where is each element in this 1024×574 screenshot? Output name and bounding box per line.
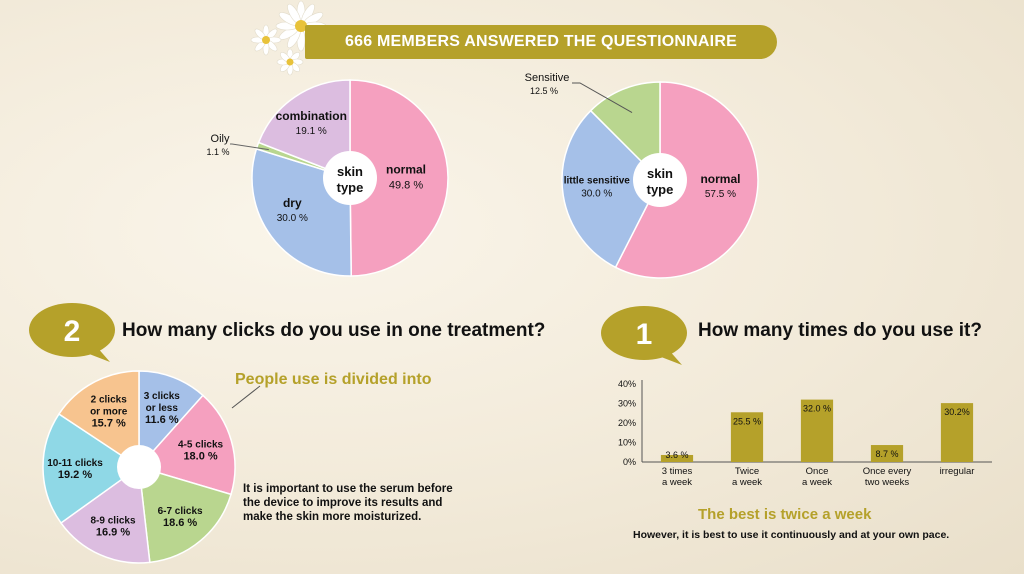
pie-center-label: type: [647, 182, 674, 197]
slice-label: normal: [700, 172, 740, 186]
slice-label: 8-9 clicks: [91, 515, 136, 526]
y-tick-label: 40%: [618, 379, 636, 389]
slice-value: 57.5 %: [705, 189, 736, 200]
slice-value: 18.0 %: [183, 451, 217, 463]
x-tick-label: Twice: [735, 466, 759, 477]
x-tick-label: two weeks: [865, 477, 910, 488]
y-tick-label: 20%: [618, 418, 636, 428]
slice-label: 10-11 clicks: [47, 458, 103, 469]
pie-slice-8-9-clicks: [59, 465, 151, 564]
slice-label: normal: [386, 163, 426, 177]
bar-value-label: 32.0 %: [803, 404, 831, 414]
pointer-line: [231, 385, 261, 409]
pie-center-label: skin: [647, 166, 673, 181]
bar-value-label: 30.2%: [944, 407, 970, 417]
slice-value: 19.2 %: [58, 469, 92, 481]
slice-value: 11.6 %: [145, 414, 179, 426]
slice-label: combination: [276, 109, 347, 123]
slice-label: 4-5 clicks: [178, 440, 223, 451]
bar: [940, 403, 974, 462]
pie-center: [323, 151, 377, 205]
x-tick-label: Once: [806, 466, 829, 477]
serum-note: It is important to use the serum before …: [243, 483, 453, 523]
bar: [660, 454, 694, 462]
pie-slice-10-11-clicks: [42, 413, 141, 524]
pie-slice-2-clicks-or-more: [57, 370, 140, 469]
section-1-bubble: 1: [601, 306, 687, 365]
pie-slice-combination: [257, 79, 351, 180]
bar: [730, 412, 764, 462]
pie-slice-little-sensitive: [561, 109, 661, 269]
slice-label: 2 clicks: [91, 395, 128, 406]
bar-value-label: 25.5 %: [733, 416, 761, 426]
slice-label: Oily: [211, 133, 230, 145]
y-tick-label: 10%: [618, 438, 636, 448]
x-tick-label: irregular: [940, 466, 975, 477]
slice-value: 19.1 %: [296, 126, 327, 137]
bar: [800, 399, 834, 462]
slice-label: or less: [146, 403, 179, 414]
pie-slice-4-5-clicks: [137, 394, 236, 496]
slice-label: little sensitive: [564, 176, 631, 187]
slice-value: 49.8 %: [389, 180, 423, 192]
slice-value: 18.6 %: [163, 517, 197, 529]
slice-value: 12.5 %: [530, 86, 558, 96]
slice-label: 3 clicks: [144, 391, 181, 402]
best-frequency-title: The best is twice a week: [698, 506, 872, 523]
x-tick-label: a week: [732, 477, 762, 488]
x-tick-label: Once every: [863, 466, 912, 477]
slice-value: 16.9 %: [96, 526, 130, 538]
people-use-caption: People use is divided into: [235, 371, 432, 388]
header-banner: 666 MEMBERS ANSWERED THE QUESTIONNAIRE: [305, 25, 777, 59]
pie-slice-sensitive: [589, 81, 661, 182]
frequency-question: How many times do you use it?: [698, 320, 982, 341]
slice-label: or more: [90, 407, 128, 418]
best-frequency-note: However, it is best to use it continuous…: [633, 529, 950, 541]
section-2-bubble: 2: [29, 303, 115, 362]
slice-label: 6-7 clicks: [158, 506, 203, 517]
pie-center: [633, 153, 687, 207]
bar-value-label: 3.6 %: [665, 450, 688, 460]
pie-slice-6-7-clicks: [138, 465, 232, 564]
pie-slice-3-clicks-or-less: [138, 370, 204, 469]
section-2-number: 2: [64, 315, 81, 348]
pie-slice-normal: [349, 79, 449, 277]
x-tick-label: a week: [662, 477, 692, 488]
slice-value: 1.1 %: [206, 147, 229, 157]
sensitive-callout-line: [572, 82, 633, 113]
pie-center-label: skin: [337, 164, 363, 179]
slice-label: dry: [283, 196, 302, 210]
slice-label: Sensitive: [525, 72, 570, 84]
slice-value: 15.7 %: [92, 418, 126, 430]
x-tick-label: a week: [802, 477, 832, 488]
section-1-number: 1: [636, 318, 653, 351]
bar: [870, 445, 904, 462]
clicks-question: How many clicks do you use in one treatm…: [122, 320, 546, 341]
slice-value: 30.0 %: [581, 189, 612, 200]
y-tick-label: 30%: [618, 399, 636, 409]
oily-callout-line: [230, 143, 269, 151]
y-tick-label: 0%: [623, 457, 636, 467]
pie-center-label: type: [337, 180, 364, 195]
pie-center: [117, 445, 161, 489]
slice-value: 30.0 %: [277, 213, 308, 224]
x-tick-label: 3 times: [662, 466, 693, 477]
bar-value-label: 8.7 %: [875, 449, 898, 459]
header-title: 666 MEMBERS ANSWERED THE QUESTIONNAIRE: [345, 33, 737, 50]
